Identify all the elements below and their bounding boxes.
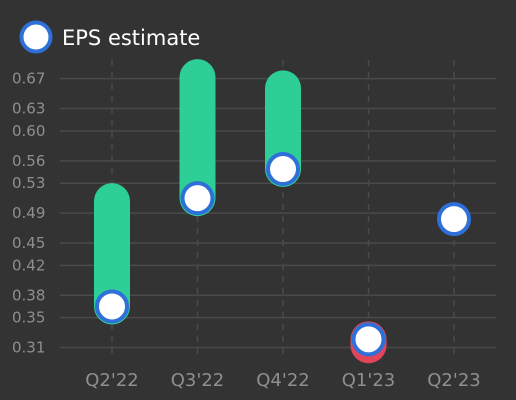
y-tick-label: 0.49	[12, 204, 45, 222]
eps-estimate-point	[266, 152, 300, 187]
y-tick-label: 0.42	[12, 256, 45, 274]
legend[interactable]: EPS estimate	[19, 20, 201, 54]
eps-markers	[95, 152, 471, 357]
y-tick-label: 0.45	[12, 234, 45, 252]
y-tick-label: 0.56	[12, 152, 45, 170]
x-tick-label: Q1'23	[342, 370, 395, 391]
x-tick-label: Q4'22	[256, 370, 309, 391]
y-tick-label: 0.53	[12, 174, 45, 192]
y-tick-label: 0.38	[12, 286, 45, 304]
eps-estimate-point	[351, 322, 386, 357]
y-tick-label: 0.67	[12, 70, 45, 88]
legend-estimate-label: EPS estimate	[62, 26, 200, 50]
eps-range-bars	[94, 59, 387, 364]
y-tick-label: 0.31	[12, 339, 45, 357]
eps-estimate-point	[180, 181, 215, 216]
x-tick-label: Q3'22	[171, 370, 224, 391]
x-axis-ticks: Q2'22 Q3'22 Q4'22 Q1'23 Q2'23	[85, 370, 480, 391]
legend-estimate-marker-icon	[19, 20, 53, 54]
x-tick-label: Q2'23	[427, 370, 480, 391]
y-tick-label: 0.63	[12, 100, 45, 118]
y-tick-label: 0.35	[12, 309, 45, 327]
eps-estimate-point	[95, 289, 129, 324]
eps-estimate-point	[437, 202, 471, 237]
y-axis-ticks: 0.31 0.35 0.38 0.42 0.45 0.49 0.53 0.56 0.60 0.63…	[12, 70, 45, 357]
y-tick-label: 0.60	[12, 122, 45, 140]
x-tick-label: Q2'22	[85, 370, 138, 391]
